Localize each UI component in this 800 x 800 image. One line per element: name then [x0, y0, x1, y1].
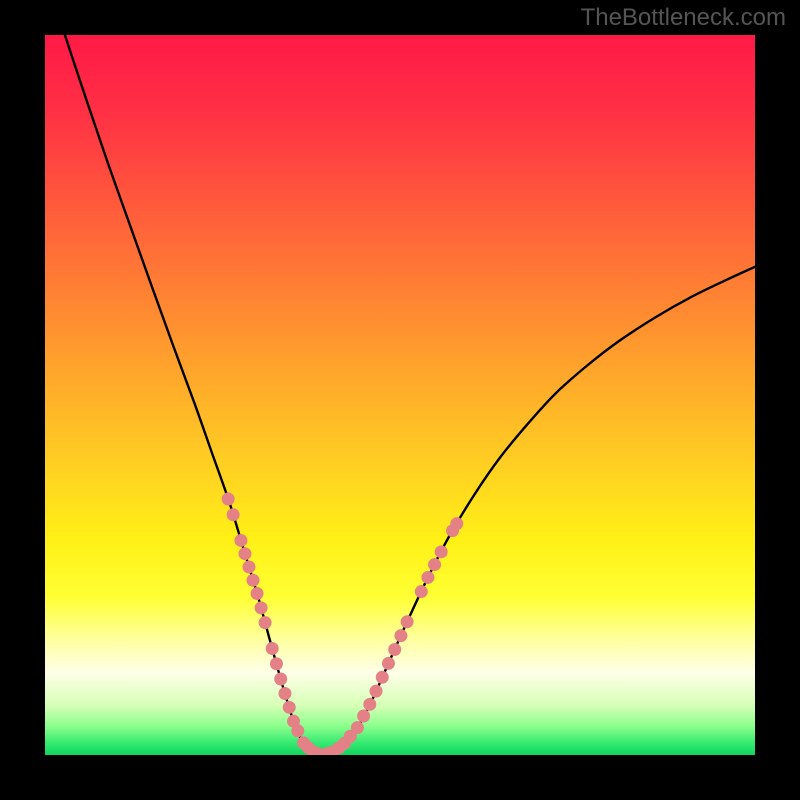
data-dot [351, 721, 364, 734]
plot-area [45, 35, 755, 755]
chart-root: TheBottleneck.com [0, 0, 800, 800]
data-dot [421, 571, 434, 584]
data-dot [243, 560, 256, 573]
data-dot [450, 517, 463, 530]
curves-svg [45, 35, 755, 755]
data-dot [388, 643, 401, 656]
data-dot [357, 709, 370, 722]
data-dot [234, 534, 247, 547]
data-dot [259, 616, 272, 629]
data-dot [227, 508, 240, 521]
data-dot [415, 585, 428, 598]
data-dot [283, 701, 296, 714]
data-dot [251, 587, 264, 600]
data-dot [222, 492, 235, 505]
data-dot [291, 724, 304, 737]
data-dot [435, 545, 448, 558]
data-dot [428, 558, 441, 571]
data-dot [376, 671, 389, 684]
data-dot [266, 642, 279, 655]
data-dot [274, 672, 287, 685]
data-dot [363, 698, 376, 711]
data-dot [401, 615, 414, 628]
curve-left [65, 35, 322, 755]
data-dot [255, 601, 268, 614]
data-dot [247, 574, 260, 587]
data-dot [270, 657, 283, 670]
watermark-text: TheBottleneck.com [581, 4, 786, 32]
data-dot [382, 657, 395, 670]
data-dot [278, 687, 291, 700]
data-dot [394, 629, 407, 642]
data-dot [238, 547, 251, 560]
data-dot [370, 685, 383, 698]
